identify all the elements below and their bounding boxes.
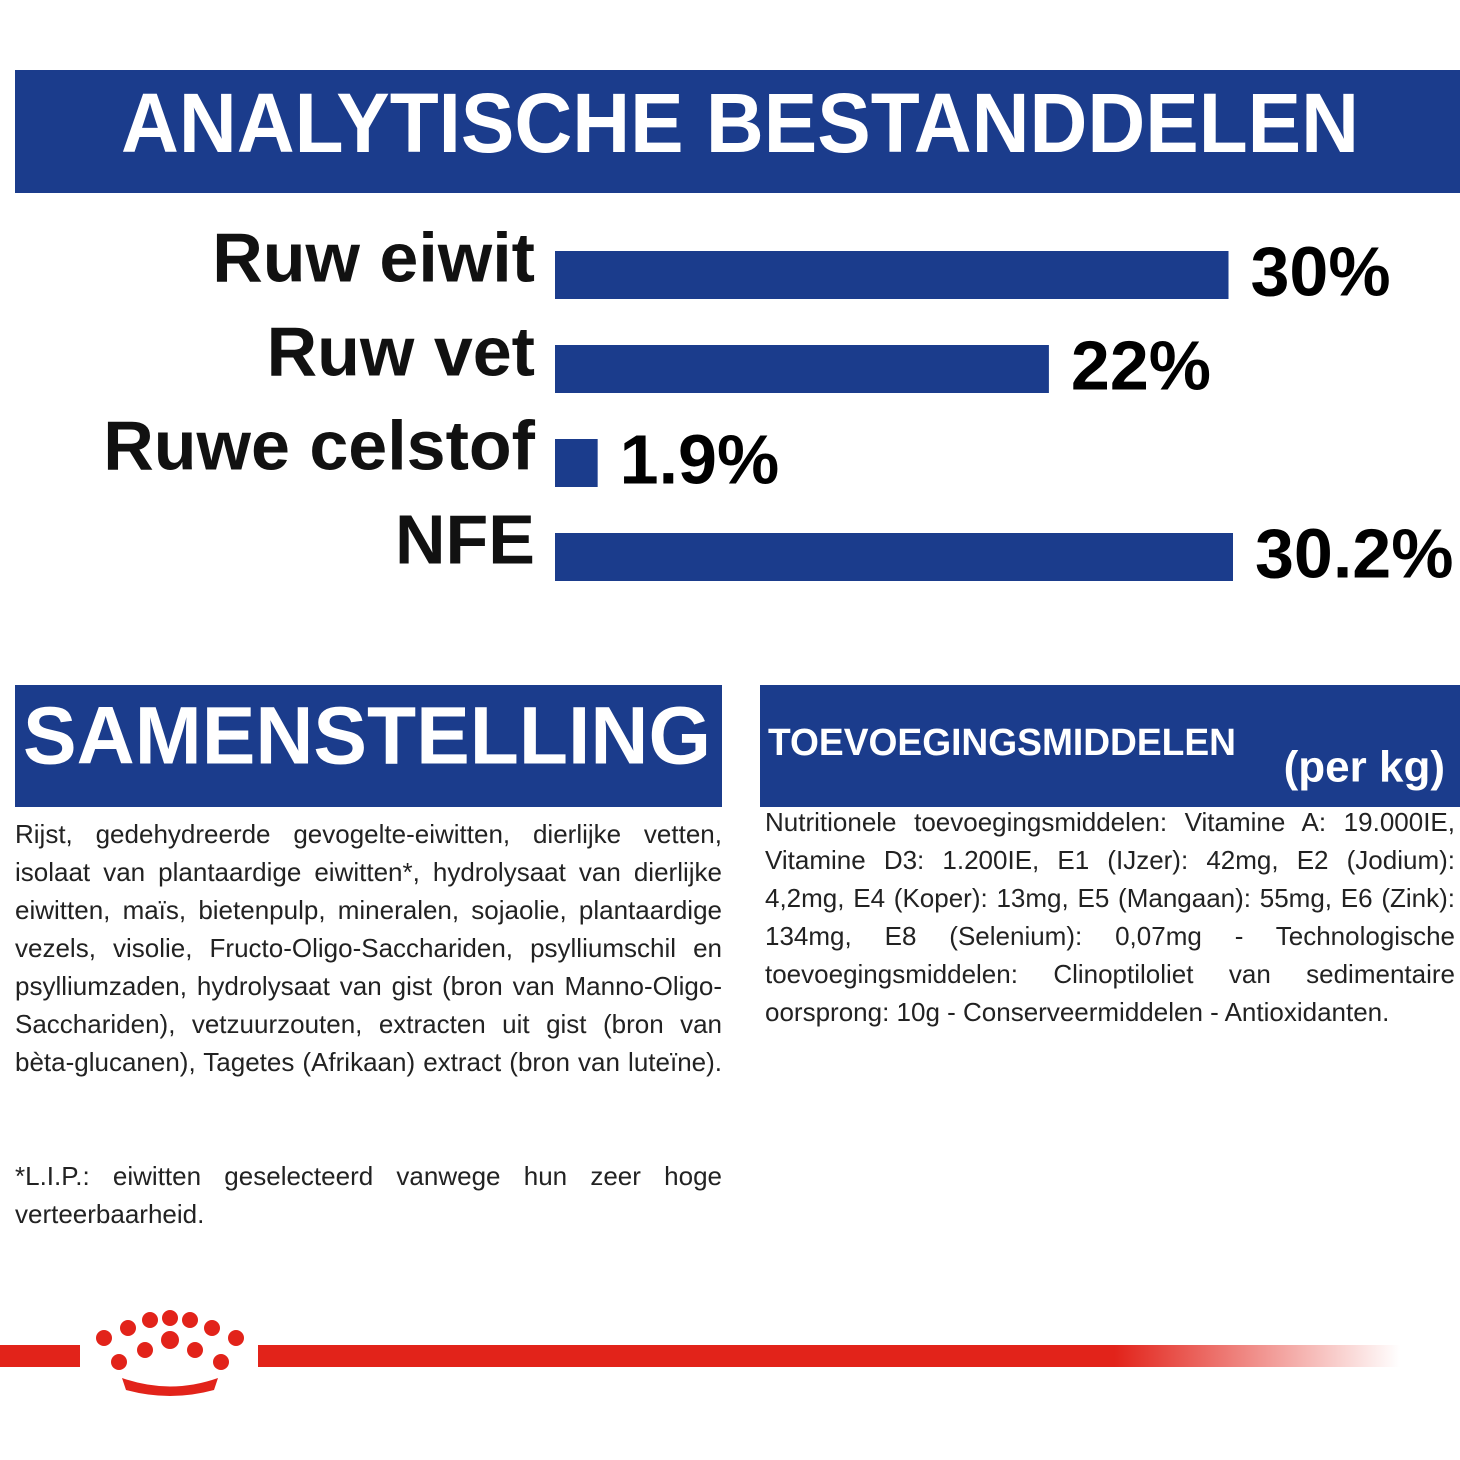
bar	[555, 251, 1229, 299]
composition-note: *L.I.P.: eiwitten geselecteerd vanwege h…	[15, 1161, 722, 1229]
category-label: Ruw eiwit	[212, 218, 535, 296]
composition-band	[15, 685, 722, 807]
category-label: NFE	[395, 500, 535, 578]
composition-title: SAMENSTELLING	[23, 691, 711, 782]
title-band	[15, 70, 1460, 193]
additives-band	[760, 685, 1460, 807]
category-label: Ruwe celstof	[103, 406, 535, 484]
crown-logo	[96, 1310, 244, 1396]
bar	[555, 533, 1233, 581]
value-label: 30.2%	[1255, 514, 1453, 592]
additives-title: TOEVOEGINGSMIDDELEN	[768, 722, 1236, 764]
value-label: 22%	[1071, 326, 1211, 404]
red-rule	[258, 1345, 1400, 1367]
value-label: 1.9%	[620, 420, 780, 498]
bar	[555, 439, 598, 487]
bar	[555, 345, 1049, 393]
value-label: 30%	[1251, 232, 1391, 310]
additives-unit: (per kg)	[1284, 743, 1445, 792]
category-label: Ruw vet	[267, 312, 535, 390]
additives-text: Nutritionele toevoegingsmiddelen: Vitami…	[765, 807, 1455, 1027]
chart-title: ANALYTISCHE BESTANDDELEN	[121, 76, 1359, 170]
red-rule	[0, 1345, 80, 1367]
composition-text: Rijst, gedehydreerde gevogelte-eiwitten,…	[15, 819, 722, 1077]
